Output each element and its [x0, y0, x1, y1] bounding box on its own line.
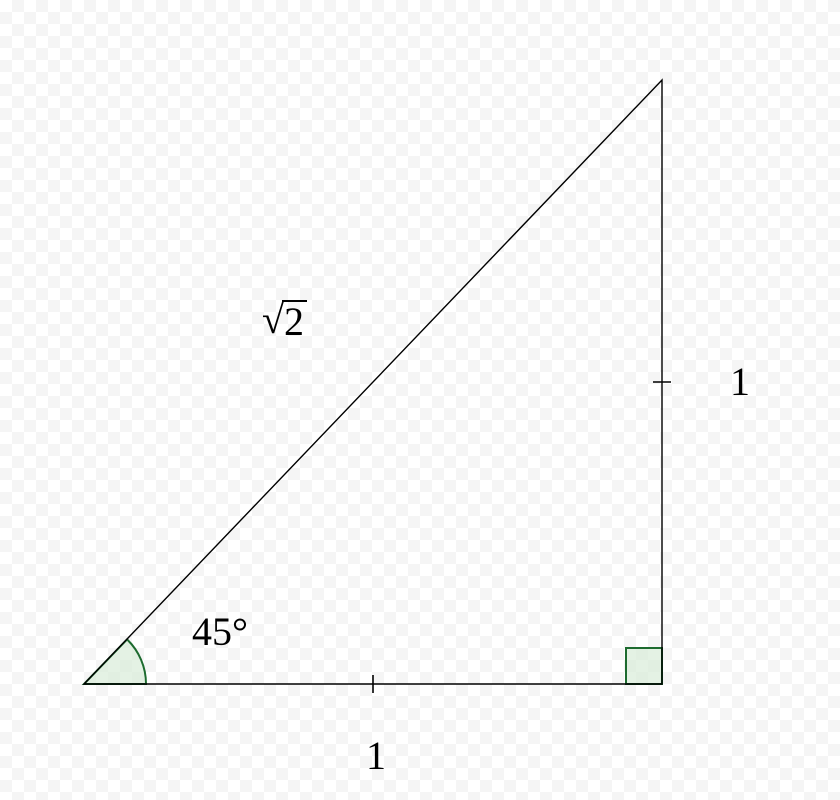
angle-arc	[84, 639, 146, 684]
triangle-svg	[0, 0, 840, 800]
radicand: 2	[282, 300, 307, 342]
triangle	[84, 80, 662, 684]
label-right-side: 1	[730, 362, 750, 402]
right-angle-marker	[626, 648, 662, 684]
diagram-stage: √ 2 45° 1 1	[0, 0, 840, 800]
label-hypotenuse: √ 2	[262, 300, 307, 342]
label-base: 1	[366, 736, 386, 776]
surd-symbol: √	[262, 300, 284, 340]
sqrt-expression: √ 2	[262, 300, 307, 342]
label-angle: 45°	[192, 612, 248, 652]
